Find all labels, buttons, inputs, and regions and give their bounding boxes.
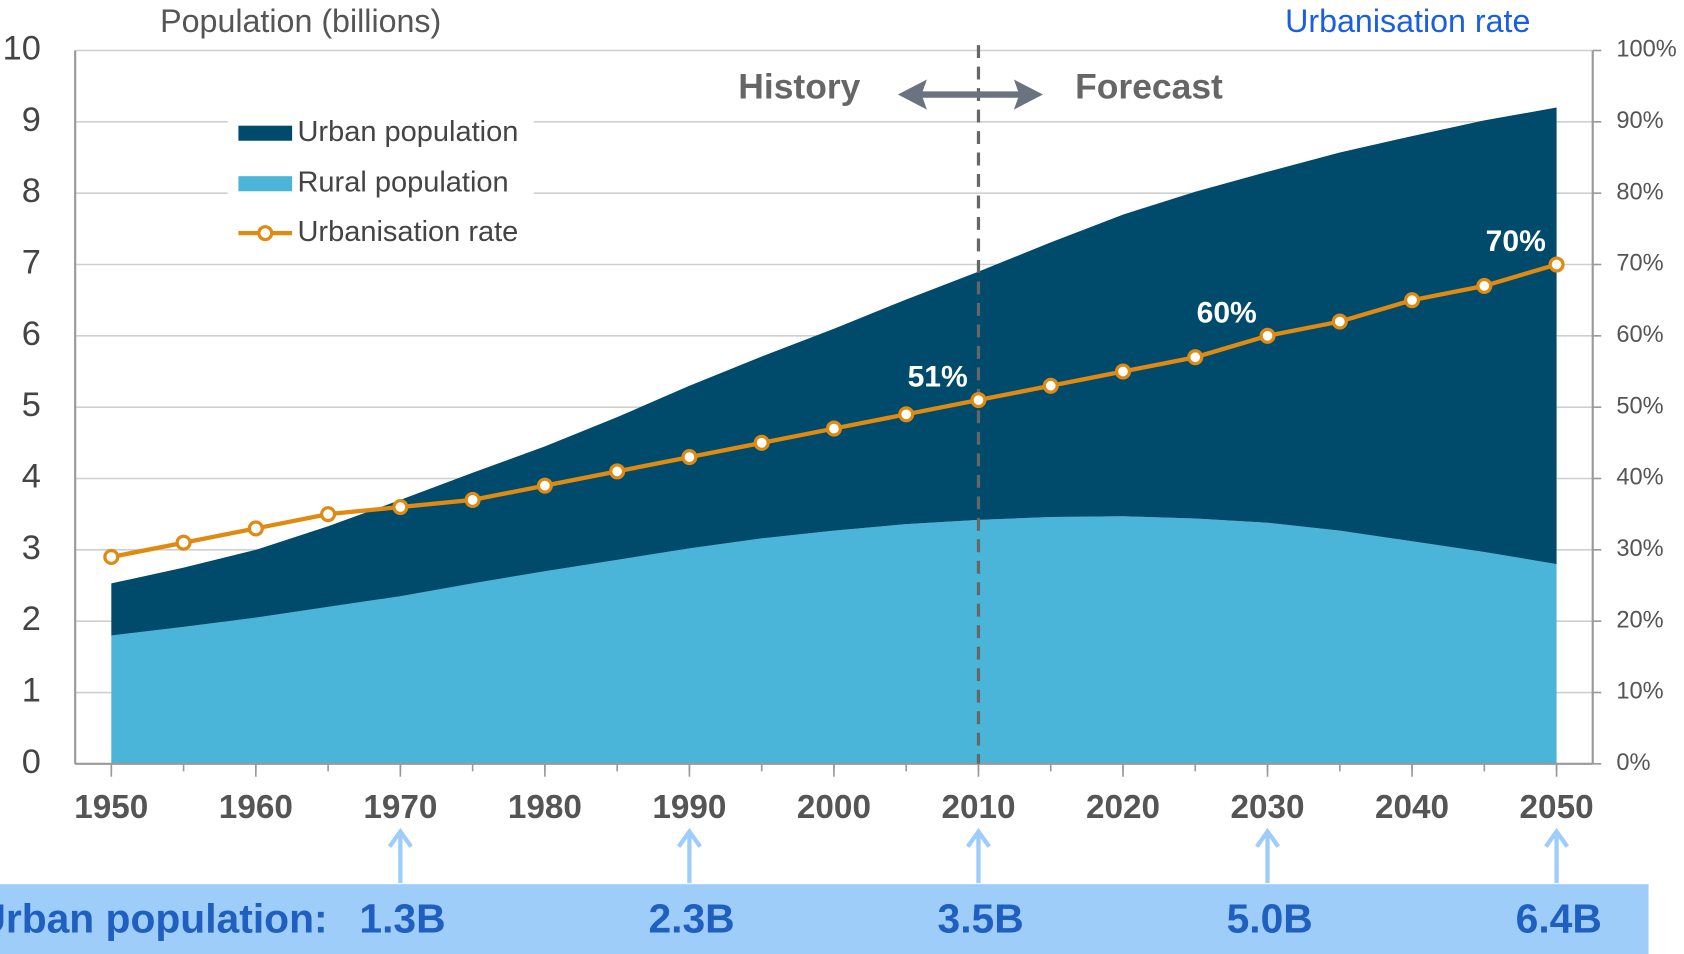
- rate-marker: [970, 391, 987, 409]
- y2-tick-label: 50%: [1616, 393, 1663, 419]
- banner-arrow: [1544, 827, 1570, 884]
- rate-marker: [392, 498, 409, 516]
- y-tick-label: 9: [22, 101, 41, 139]
- data-label: 60%: [1197, 296, 1257, 329]
- rate-marker: [609, 463, 626, 480]
- x-tick-label: 2020: [1086, 789, 1160, 826]
- x-tick-label: 1950: [74, 789, 148, 826]
- banner-value: 6.4B: [1516, 896, 1602, 942]
- x-tick-label: 2000: [797, 789, 871, 826]
- y2-tick-label: 0%: [1616, 750, 1650, 776]
- y-tick-label: 5: [22, 386, 41, 424]
- y2-axis-title: Urbanisation rate: [1285, 3, 1530, 39]
- legend-label: Rural population: [297, 166, 508, 198]
- y-tick-label: 3: [22, 529, 41, 567]
- y2-tick-label: 10%: [1616, 679, 1663, 705]
- x-tick-label: 1960: [219, 789, 293, 826]
- x-tick-label: 1980: [508, 789, 582, 826]
- data-label: 51%: [908, 360, 968, 393]
- rate-marker: [1403, 292, 1421, 309]
- banner-value: 3.5B: [938, 896, 1024, 942]
- y-tick-label: 1: [22, 672, 41, 710]
- x-tick-label: 1970: [363, 789, 437, 826]
- rate-marker: [1259, 327, 1276, 344]
- area: [111, 516, 1557, 764]
- banner-value: 2.3B: [648, 896, 734, 942]
- y-tick-label: 7: [22, 244, 41, 282]
- rate-marker: [320, 506, 337, 523]
- y2-tick-label: 20%: [1616, 607, 1663, 633]
- x-tick-label: 2030: [1231, 789, 1305, 826]
- y-axis-title: Population (billions): [160, 3, 441, 39]
- rate-marker: [103, 548, 120, 566]
- rate-marker: [1548, 256, 1565, 273]
- x-tick-label: 1990: [652, 789, 726, 826]
- legend-label: Urbanisation rate: [297, 216, 518, 248]
- banner: [0, 884, 1649, 954]
- banner-arrow: [676, 827, 702, 884]
- rate-marker: [898, 406, 915, 423]
- y2-tick-label: 30%: [1616, 536, 1663, 562]
- rate-marker: [1114, 363, 1132, 380]
- rate-marker: [753, 434, 770, 451]
- y2-tick-label: 40%: [1616, 465, 1663, 491]
- legend-swatch: [238, 176, 293, 192]
- y-tick-label: 0: [22, 743, 41, 781]
- y2-tick-label: 70%: [1616, 251, 1663, 277]
- banner-value: 1.3B: [359, 896, 445, 942]
- legend-marker: [257, 225, 274, 242]
- banner-arrow: [1255, 827, 1281, 884]
- rate-marker: [1476, 277, 1493, 294]
- y2-tick-label: 100%: [1616, 37, 1676, 63]
- rate-marker: [464, 491, 481, 508]
- data-label: 70%: [1486, 225, 1546, 258]
- y-tick-label: 6: [22, 315, 41, 353]
- rate-marker: [681, 449, 698, 466]
- x-tick-label: 2040: [1375, 789, 1449, 826]
- y-tick-label: 10: [3, 30, 41, 68]
- legend-swatch: [238, 125, 293, 141]
- y2-tick-label: 80%: [1616, 179, 1663, 205]
- rate-marker: [1331, 313, 1348, 330]
- rate-marker: [1187, 349, 1204, 366]
- x-tick-label: 2010: [941, 789, 1015, 826]
- rate-marker: [247, 520, 264, 537]
- y-tick-label: 4: [22, 458, 41, 496]
- y2-tick-label: 90%: [1616, 108, 1663, 134]
- banner-title: Urban population:: [0, 896, 328, 942]
- history-label: History: [738, 67, 860, 107]
- legend-label: Urban population: [297, 116, 518, 148]
- banner-value: 5.0B: [1227, 896, 1313, 942]
- banner-arrow: [965, 827, 991, 884]
- banner-arrow: [387, 827, 413, 884]
- forecast-label: Forecast: [1075, 67, 1223, 107]
- rate-marker: [1042, 377, 1059, 394]
- x-tick-label: 2050: [1520, 789, 1594, 826]
- y-tick-label: 2: [22, 600, 41, 638]
- rate-marker: [825, 420, 843, 437]
- y-tick-label: 8: [22, 172, 41, 210]
- rate-marker: [175, 534, 192, 551]
- y2-tick-label: 60%: [1616, 322, 1663, 348]
- rate-marker: [536, 477, 553, 494]
